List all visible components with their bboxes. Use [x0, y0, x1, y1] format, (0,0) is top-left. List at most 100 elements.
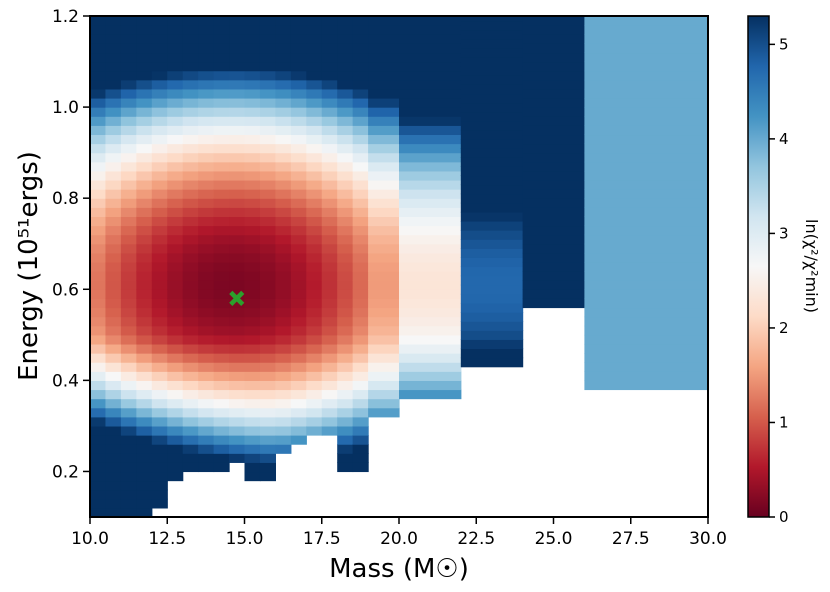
heatmap-cell [321, 362, 338, 372]
heatmap-cell [584, 97, 708, 108]
heatmap-cell [259, 416, 276, 427]
heatmap-cell [167, 16, 184, 26]
heatmap-cell [321, 416, 338, 427]
heatmap-cell [399, 353, 462, 363]
heatmap-cell [460, 257, 524, 268]
heatmap-cell [229, 43, 246, 54]
heatmap-cell [306, 179, 323, 190]
colorbar-tick-label: 1 [779, 413, 789, 431]
heatmap-cell [120, 216, 137, 227]
heatmap-cell [337, 416, 354, 427]
heatmap-cell [105, 216, 122, 227]
heatmap-cell [306, 161, 323, 172]
heatmap-cell [151, 307, 168, 318]
heatmap-cell [352, 298, 369, 309]
heatmap-cell [352, 125, 369, 136]
heatmap-cell [120, 143, 137, 154]
heatmap-cell [368, 398, 400, 409]
heatmap-cell [90, 425, 107, 436]
heatmap-cell [151, 52, 168, 63]
heatmap-cell [522, 97, 585, 108]
heatmap-cell [584, 152, 708, 163]
heatmap-cell [460, 330, 524, 340]
heatmap-cell [275, 280, 292, 290]
heatmap-cell [151, 425, 168, 436]
heatmap-cell [182, 198, 199, 208]
heatmap-cell [167, 88, 184, 99]
heatmap-cell [321, 179, 338, 190]
heatmap-cell [321, 161, 338, 172]
heatmap-cell [182, 170, 199, 181]
heatmap-cell [259, 389, 276, 400]
heatmap-cell [244, 261, 261, 272]
heatmap-cell [198, 88, 215, 99]
heatmap-cell [105, 325, 122, 336]
heatmap-cell [120, 252, 137, 263]
heatmap-cell [368, 362, 400, 372]
heatmap-cell [229, 179, 246, 190]
heatmap-cell [90, 198, 107, 208]
heatmap-cell [244, 453, 261, 463]
heatmap-cell [290, 343, 307, 354]
heatmap-cell [244, 307, 261, 318]
heatmap-cell [151, 416, 168, 427]
heatmap-cell [290, 161, 307, 172]
heatmap-cell [244, 152, 261, 163]
heatmap-cell [229, 216, 246, 227]
heatmap-cell [213, 88, 230, 99]
heatmap-cell [368, 107, 400, 117]
heatmap-cell [213, 161, 230, 172]
heatmap-cell [399, 198, 462, 208]
heatmap-cell [584, 25, 708, 35]
heatmap-cell [244, 271, 261, 281]
heatmap-cell [120, 343, 137, 354]
best-fit-x-mark [229, 290, 245, 306]
heatmap-cell [213, 398, 230, 409]
heatmap-cell [259, 170, 276, 181]
heatmap-cell [136, 179, 153, 190]
heatmap-cell [229, 70, 246, 81]
heatmap-cell [105, 25, 122, 35]
heatmap-cell [290, 298, 307, 309]
heatmap-cell [275, 289, 292, 299]
heatmap-cell [259, 107, 276, 117]
heatmap-cell [213, 170, 230, 181]
heatmap-cell [460, 248, 524, 258]
heatmap-cell [275, 79, 292, 90]
heatmap-cell [306, 52, 323, 63]
heatmap-cell [321, 198, 338, 208]
x-tick-label: 17.5 [303, 529, 341, 549]
heatmap-cell [460, 56, 524, 67]
heatmap-cell [460, 202, 524, 213]
heatmap-cell [259, 179, 276, 190]
heatmap-cell [105, 70, 122, 81]
heatmap-cell [167, 453, 184, 463]
heatmap-cell [213, 16, 230, 26]
heatmap-cell [368, 407, 400, 418]
heatmap-cell [136, 307, 153, 318]
heatmap-cell [182, 316, 199, 327]
heatmap-cell [259, 398, 276, 409]
heatmap-cell [290, 70, 307, 81]
heatmap-cell [337, 107, 354, 117]
heatmap-cell [244, 425, 261, 436]
x-tick-label: 22.5 [457, 529, 495, 549]
heatmap-cell [136, 407, 153, 418]
heatmap-cell [213, 407, 230, 418]
heatmap-cell [120, 170, 137, 181]
heatmap-cell [167, 380, 184, 391]
heatmap-cell [151, 143, 168, 154]
heatmap-cell [136, 325, 153, 336]
heatmap-cell [182, 252, 199, 263]
heatmap-cell [259, 252, 276, 263]
heatmap-cell [352, 70, 369, 81]
heatmap-cell [213, 198, 230, 208]
heatmap-cell [198, 389, 215, 400]
heatmap-cell [167, 43, 184, 54]
heatmap-cell [399, 362, 462, 372]
heatmap-cell [368, 170, 400, 181]
heatmap-cell [259, 325, 276, 336]
heatmap-cell [90, 416, 107, 427]
heatmap-cell [306, 289, 323, 299]
heatmap-cell [120, 362, 137, 372]
